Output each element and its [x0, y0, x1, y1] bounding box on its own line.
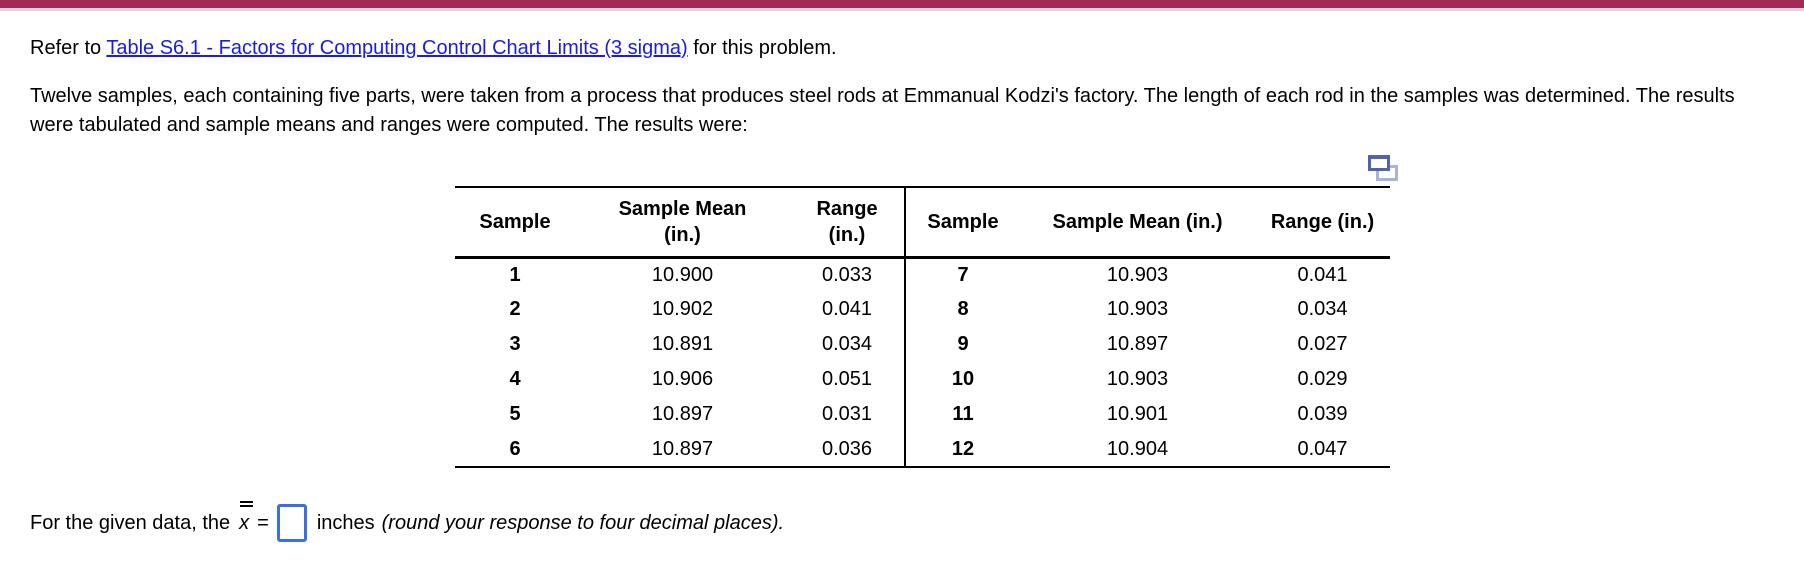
- table-header-row: Sample Sample Mean (in.) Range (in.) Sam…: [455, 187, 1390, 257]
- table-row: 2 10.902 0.041 8 10.903 0.034: [455, 292, 1390, 327]
- rounding-note: (round your response to four decimal pla…: [381, 511, 785, 534]
- col-header-range-right: Range (in.): [1270, 210, 1375, 233]
- duplicate-window-icon[interactable]: [1368, 155, 1398, 181]
- page-accent-bar: [0, 0, 1804, 8]
- table-row: 1 10.900 0.033 7 10.903 0.041: [455, 257, 1390, 292]
- equals-sign: =: [257, 511, 269, 534]
- table-row: 3 10.891 0.034 9 10.897 0.027: [455, 327, 1390, 362]
- problem-statement: Twelve samples, each containing five par…: [30, 85, 1735, 136]
- x-variable: x: [239, 511, 250, 534]
- col-header-mean-left: Sample Mean (in.): [618, 197, 747, 246]
- question-body: Refer to Table S6.1 - Factors for Comput…: [0, 36, 1804, 547]
- page-accent-underline: [0, 8, 1804, 11]
- intro-suffix: for this problem.: [687, 37, 837, 59]
- table-row: 6 10.897 0.036 12 10.904 0.047: [455, 432, 1390, 467]
- answer-input[interactable]: [276, 504, 307, 542]
- col-header-sample-left: Sample: [479, 210, 551, 233]
- intro-line: Refer to Table S6.1 - Factors for Comput…: [30, 36, 1774, 60]
- col-header-sample-right: Sample: [904, 187, 1020, 257]
- table-row: 4 10.906 0.051 10 10.903 0.029: [455, 362, 1390, 397]
- answer-line: For the given data, the x = inches (roun…: [30, 499, 1774, 547]
- table-s61-link[interactable]: Table S6.1 - Factors for Computing Contr…: [106, 37, 688, 59]
- col-header-range-left: Range (in.): [816, 197, 878, 246]
- col-header-mean-right: Sample Mean (in.): [1052, 210, 1223, 233]
- x-double-bar-symbol: x: [237, 500, 254, 535]
- data-table-container: Sample Sample Mean (in.) Range (in.) Sam…: [455, 155, 1398, 468]
- double-bar-decoration: [240, 500, 254, 507]
- unit-label: inches: [316, 511, 375, 534]
- intro-prefix: Refer to: [30, 37, 107, 59]
- answer-prompt: For the given data, the: [30, 511, 231, 534]
- table-row: 5 10.897 0.031 11 10.901 0.039: [455, 397, 1390, 432]
- samples-table: Sample Sample Mean (in.) Range (in.) Sam…: [455, 186, 1390, 468]
